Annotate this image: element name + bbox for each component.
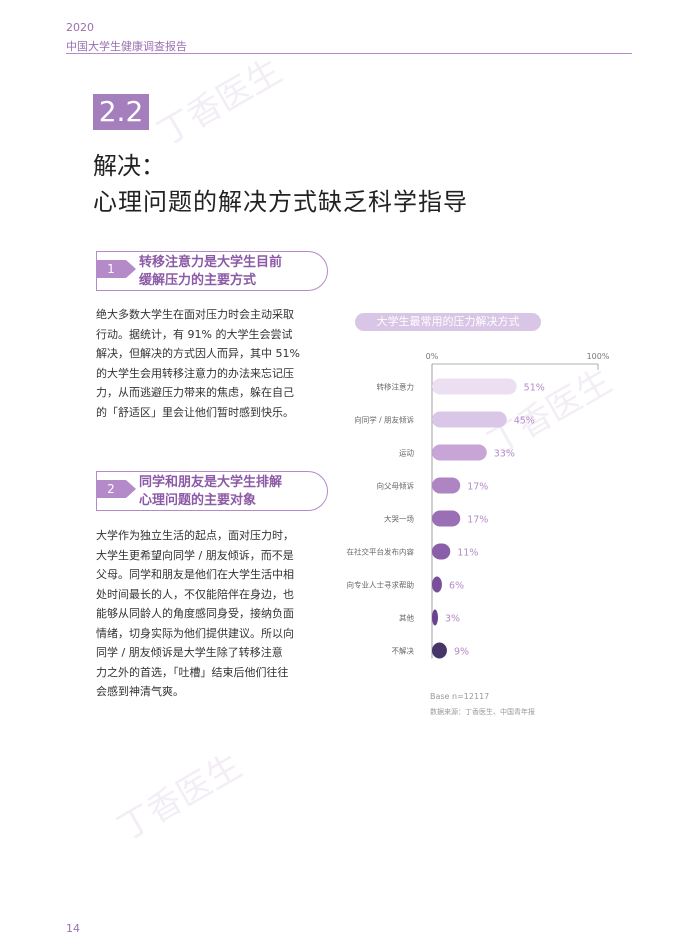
paragraph-1-line: 行动。据统计，有 91% 的大学生会尝试 bbox=[96, 327, 293, 341]
category-label: 在社交平台发布内容 bbox=[347, 547, 415, 557]
category-label: 转移注意力 bbox=[377, 382, 415, 392]
paragraph-2: 大学作为独立生活的起点，面对压力时， 大学生更希望向同学 / 朋友倾诉，而不是 … bbox=[96, 526, 301, 702]
value-label: 51% bbox=[524, 383, 545, 394]
subheading-2-text: 同学和朋友是大学生排解 心理问题的主要对象 bbox=[139, 474, 325, 510]
subheading-2-line2: 心理问题的主要对象 bbox=[139, 493, 257, 508]
paragraph-1-line: 的「舒适区」里会让他们暂时感到快乐。 bbox=[96, 405, 294, 419]
chart-bar bbox=[432, 510, 461, 527]
paragraph-2-line: 大学作为独立生活的起点，面对压力时， bbox=[96, 529, 294, 542]
subheading-1-line1: 转移注意力是大学生目前 bbox=[139, 255, 283, 270]
paragraph-2-line: 父母。同学和朋友是他们在大学生活中相 bbox=[96, 568, 294, 581]
value-label: 11% bbox=[457, 548, 478, 559]
paragraph-1-line: 力，从而逃避压力带来的焦虑，躲在自己 bbox=[96, 386, 294, 399]
chart-base-note: Base n=12117 bbox=[430, 692, 490, 701]
value-label: 9% bbox=[454, 647, 469, 658]
report-year: 2020 bbox=[66, 21, 94, 34]
subheading-2-number: 2 bbox=[96, 480, 126, 498]
stress-solution-bar-chart: 0% 100% 转移注意力 51% 向同学 / 朋友倾诉 45% 运动 33% 向父母倾诉 17%… bbox=[347, 352, 610, 659]
subheading-1-number: 1 bbox=[96, 260, 126, 278]
report-title: 中国大学生健康调查报告 bbox=[66, 40, 187, 53]
chart-bar bbox=[432, 378, 517, 395]
subheading-1: 1 转移注意力是大学生目前 缓解压力的主要方式 bbox=[96, 251, 328, 291]
subheading-1-line2: 缓解压力的主要方式 bbox=[139, 273, 257, 288]
paragraph-1: 绝大多数大学生在面对压力时会主动采取 行动。据统计，有 91% 的大学生会尝试 … bbox=[96, 305, 301, 422]
value-label: 17% bbox=[467, 482, 488, 493]
paragraph-2-line: 能够从同龄人的角度感同身受，接纳负面 bbox=[96, 607, 294, 620]
category-label: 运动 bbox=[399, 448, 414, 458]
paragraph-2-line: 同学 / 朋友倾诉是大学生除了转移注意 bbox=[96, 646, 283, 659]
value-label: 3% bbox=[445, 614, 460, 625]
paragraph-1-line: 的大学生会用转移注意力的办法来忘记压 bbox=[96, 366, 294, 380]
watermark-bottom: 丁香医生 bbox=[110, 746, 249, 849]
section-title-line2: 心理问题的解决方式缺乏科学指导 bbox=[93, 188, 468, 216]
category-label: 向专业人士寻求帮助 bbox=[347, 580, 415, 590]
paragraph-1-line: 绝大多数大学生在面对压力时会主动采取 bbox=[96, 308, 294, 321]
chart-bar bbox=[432, 642, 447, 659]
watermark-top: 丁香医生 bbox=[150, 51, 289, 154]
subheading-2-arrow-icon bbox=[126, 480, 136, 498]
value-label: 17% bbox=[467, 515, 488, 526]
paragraph-2-line: 情绪，切身实际为他们提供建议。所以向 bbox=[96, 626, 294, 640]
chart-bar bbox=[432, 576, 442, 593]
axis-tick-label: 100% bbox=[587, 352, 610, 361]
chart-bar bbox=[432, 444, 487, 461]
paragraph-2-line: 大学生更希望向同学 / 朋友倾诉，而不是 bbox=[96, 548, 294, 562]
chart-bar bbox=[432, 477, 461, 494]
chart-bar bbox=[432, 411, 507, 428]
chart-source-note: 数据来源：丁香医生、中国青年报 bbox=[430, 708, 535, 716]
category-label: 其他 bbox=[399, 613, 414, 623]
value-label: 6% bbox=[449, 581, 464, 592]
paragraph-2-line: 处时间最长的人，不仅能陪伴在身边，也 bbox=[96, 587, 294, 601]
header-divider bbox=[66, 53, 632, 54]
category-label: 向父母倾诉 bbox=[377, 481, 415, 491]
category-label: 向同学 / 朋友倾诉 bbox=[354, 415, 414, 425]
subheading-2-line1: 同学和朋友是大学生排解 bbox=[139, 475, 283, 490]
section-number: 2.2 bbox=[93, 94, 149, 130]
paragraph-2-line: 会感到神清气爽。 bbox=[96, 685, 184, 698]
subheading-2: 2 同学和朋友是大学生排解 心理问题的主要对象 bbox=[96, 471, 328, 511]
value-label: 33% bbox=[494, 449, 515, 460]
paragraph-2-line: 力之外的首选，「吐槽」结束后他们往往 bbox=[96, 665, 289, 679]
chart-bar bbox=[432, 609, 438, 626]
category-label: 不解决 bbox=[392, 646, 415, 656]
chart-bar bbox=[432, 543, 451, 560]
subheading-1-arrow-icon bbox=[126, 260, 136, 278]
subheading-1-text: 转移注意力是大学生目前 缓解压力的主要方式 bbox=[139, 254, 325, 290]
paragraph-1-line: 解决，但解决的方式因人而异，其中 51% bbox=[96, 347, 300, 360]
value-label: 45% bbox=[514, 416, 535, 427]
section-title-line1: 解决： bbox=[93, 152, 165, 180]
category-label: 大哭一场 bbox=[384, 514, 414, 524]
page-number: 14 bbox=[66, 922, 80, 935]
axis-tick-label: 0% bbox=[426, 352, 439, 361]
chart-title: 大学生最常用的压力解决方式 bbox=[355, 313, 541, 331]
